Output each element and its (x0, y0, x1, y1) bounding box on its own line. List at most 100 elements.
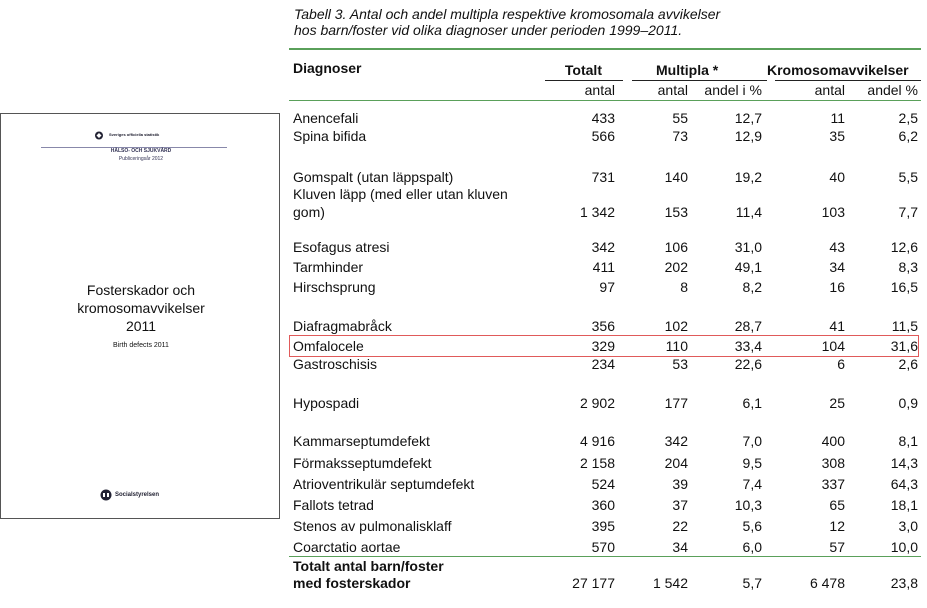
subheader-andel-kromosom: andel % (867, 82, 918, 98)
row-diagnosis: Esofagus atresi (293, 239, 390, 255)
row-multipla-antal: 342 (664, 433, 688, 449)
row-totalt: 329 (591, 338, 615, 354)
row-totalt: 356 (591, 318, 615, 334)
total-multipla-antal: 1 542 (652, 575, 688, 591)
subheader-antal-totalt: antal (584, 82, 615, 98)
report-cover-thumbnail: Sveriges officiella statistik HÄLSO- OCH… (0, 113, 280, 519)
row-kromosom-andel: 10,0 (890, 539, 918, 555)
header-multipla: Multipla * (656, 62, 719, 78)
table-top-rule (289, 48, 921, 50)
table-row: Spina bifida 566 73 12,9 35 6,2 (0, 128, 927, 146)
table-row: Stenos av pulmonalisklaff 395 22 5,6 12 3,0 (0, 518, 927, 536)
row-diagnosis: Hirschsprung (293, 279, 376, 295)
row-kromosom-andel: 8,3 (898, 259, 918, 275)
row-kromosom-andel: 6,2 (898, 128, 918, 144)
table-total-row: Totalt antal barn/foster (0, 558, 927, 576)
cover-year: Publiceringsår 2012 (118, 156, 164, 162)
row-kromosom-antal: 337 (821, 476, 845, 492)
row-kromosom-andel: 0,9 (898, 395, 918, 411)
row-kromosom-antal: 6 (837, 356, 845, 372)
row-multipla-andel: 49,1 (734, 259, 762, 275)
row-kromosom-andel: 11,5 (891, 318, 918, 334)
sos-logo-icon (95, 131, 103, 140)
total-label-line1: Totalt antal barn/foster (293, 558, 444, 574)
row-multipla-andel: 7,4 (742, 476, 762, 492)
table-row: Diafragmabråck 356 102 28,7 41 11,5 (0, 318, 927, 336)
row-kromosom-antal: 103 (821, 204, 845, 220)
row-diagnosis: Coarctatio aortae (293, 539, 401, 555)
row-kromosom-antal: 400 (821, 433, 845, 449)
row-kromosom-antal: 57 (829, 539, 845, 555)
row-diagnosis: Omfalocele (293, 338, 364, 354)
row-multipla-andel: 33,4 (734, 338, 762, 354)
row-kromosom-andel: 3,0 (898, 518, 918, 534)
row-kromosom-antal: 308 (821, 455, 845, 471)
table-row: Tarmhinder 411 202 49,1 34 8,3 (0, 259, 927, 277)
table-row: Fallots tetrad 360 37 10,3 65 18,1 (0, 497, 927, 515)
row-kromosom-andel: 31,6 (890, 338, 918, 354)
cover-department: HÄLSO- OCH SJUKVÅRD (110, 148, 172, 154)
row-totalt: 570 (591, 539, 615, 555)
cover-rule (41, 147, 227, 148)
row-multipla-andel: 19,2 (734, 169, 762, 185)
cover-title: Fosterskador och kromosomavvikelser 2011 (77, 282, 205, 334)
header-totalt: Totalt (564, 62, 602, 78)
row-totalt: 524 (591, 476, 615, 492)
row-multipla-andel: 5,6 (742, 518, 762, 534)
row-kromosom-andel: 2,5 (898, 110, 918, 126)
row-kromosom-andel: 16,5 (890, 279, 918, 295)
row-multipla-andel: 6,1 (742, 395, 762, 411)
row-multipla-antal: 53 (672, 356, 688, 372)
total-label-line2: med fosterskador (293, 575, 411, 591)
table-row: Anencefali 433 55 12,7 11 2,5 (0, 110, 927, 128)
table-row: Hypospadi 2 902 177 6,1 25 0,9 (0, 395, 927, 413)
row-multipla-andel: 22,6 (734, 356, 762, 372)
row-kromosom-antal: 43 (829, 239, 845, 255)
table-row: Kluven läpp (med eller utan kluven gom) 1 … (0, 186, 927, 220)
table-row: Esofagus atresi 342 106 31,0 43 12,6 (0, 239, 927, 257)
row-multipla-andel: 28,7 (734, 318, 762, 334)
header-kromosomavvikelser: Kromosomavvikelser (767, 62, 909, 78)
row-kromosom-andel: 12,6 (890, 239, 918, 255)
row-totalt: 2 902 (579, 395, 615, 411)
row-multipla-antal: 22 (672, 518, 688, 534)
table-header-rule (289, 100, 921, 101)
header-underline-multipla (632, 80, 767, 81)
total-totalt: 27 177 (572, 575, 615, 591)
row-multipla-andel: 31,0 (734, 239, 762, 255)
row-diagnosis: Spina bifida (293, 128, 367, 144)
row-diagnosis: Diafragmabråck (293, 318, 392, 334)
row-diagnosis: Anencefali (293, 110, 359, 126)
row-multipla-andel: 6,0 (742, 539, 762, 555)
cover-subtitle: Birth defects 2011 (113, 342, 169, 349)
row-totalt: 2 158 (579, 455, 615, 471)
socialstyrelsen-logo-icon (100, 489, 112, 501)
row-diagnosis: Stenos av pulmonalisklaff (293, 518, 452, 534)
row-multipla-antal: 37 (672, 497, 688, 513)
row-multipla-antal: 153 (664, 204, 688, 220)
row-kromosom-antal: 40 (829, 169, 845, 185)
row-kromosom-andel: 64,3 (890, 476, 918, 492)
row-diagnosis: Atrioventrikulär septumdefekt (293, 476, 475, 492)
cover-logo-text: Sveriges officiella statistik (109, 132, 160, 137)
row-diagnosis: Kammarseptumdefekt (293, 433, 430, 449)
table-total-row-values: med fosterskador 27 177 1 542 5,7 6 478 … (0, 575, 927, 593)
row-kromosom-andel: 8,1 (898, 433, 918, 449)
row-totalt: 566 (591, 128, 615, 144)
table-row: Coarctatio aortae 570 34 6,0 57 10,0 (0, 539, 927, 557)
row-multipla-andel: 8,2 (742, 279, 762, 295)
row-kromosom-antal: 65 (829, 497, 845, 513)
row-kromosom-antal: 16 (829, 279, 845, 295)
table-row: Atrioventrikulär septumdefekt 524 39 7,4 337… (0, 476, 927, 494)
row-kromosom-antal: 34 (829, 259, 845, 275)
row-diagnosis: Tarmhinder (293, 259, 364, 275)
table-row: Gomspalt (utan läppspalt) 731 140 19,2 40 5,5 (0, 169, 927, 187)
header-underline-kromosom (775, 80, 921, 81)
row-multipla-antal: 110 (665, 338, 688, 354)
total-multipla-andel: 5,7 (742, 575, 762, 591)
row-kromosom-andel: 18,1 (890, 497, 918, 513)
subheader-antal-kromosom: antal (814, 82, 845, 98)
row-multipla-antal: 177 (664, 395, 688, 411)
row-multipla-antal: 140 (664, 169, 688, 185)
row-kromosom-andel: 7,7 (898, 204, 918, 220)
